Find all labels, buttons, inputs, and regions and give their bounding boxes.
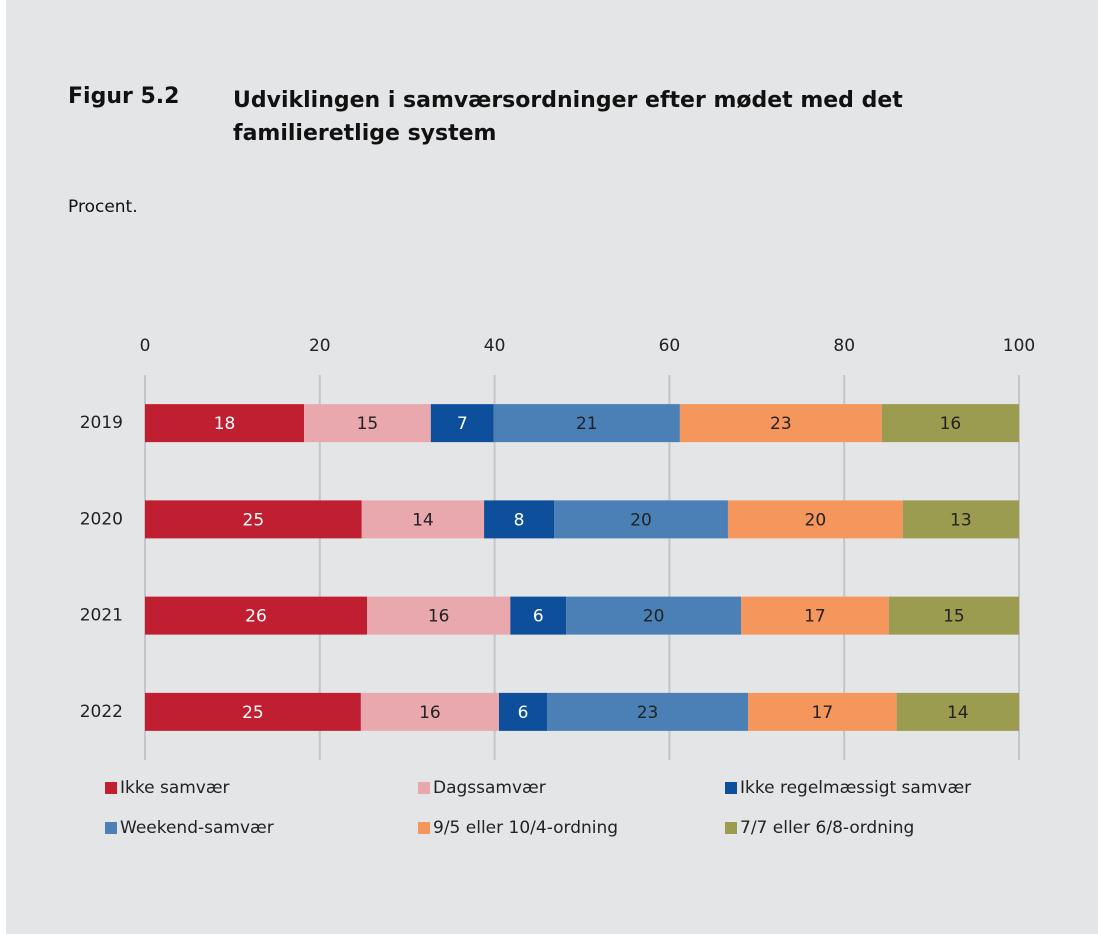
bar-segment bbox=[727, 500, 903, 539]
legend-swatch bbox=[418, 782, 430, 794]
legend-label: 7/7 eller 6/8-ordning bbox=[740, 818, 914, 838]
legend-swatch bbox=[725, 782, 737, 794]
legend-label: Dagssamvær bbox=[433, 778, 546, 798]
bar-segment bbox=[366, 596, 511, 635]
x-tick-label: 80 bbox=[833, 336, 855, 356]
data-label: 18 bbox=[214, 414, 236, 434]
data-label: 20 bbox=[643, 607, 665, 627]
data-label: 8 bbox=[514, 510, 525, 530]
bar-segment bbox=[510, 596, 567, 635]
data-label: 23 bbox=[770, 414, 792, 434]
bar-segment bbox=[145, 692, 361, 731]
legend-label: Ikke samvær bbox=[120, 778, 230, 798]
data-label: 15 bbox=[357, 414, 379, 434]
bar-segment bbox=[679, 404, 882, 443]
data-label: 20 bbox=[630, 510, 652, 530]
data-label: 17 bbox=[812, 703, 834, 723]
bar-segment bbox=[881, 404, 1019, 443]
data-label: 7 bbox=[457, 414, 468, 434]
data-label: 25 bbox=[243, 510, 265, 530]
bar-segment bbox=[498, 692, 548, 731]
bar-segment bbox=[741, 596, 889, 635]
bar-segment bbox=[547, 692, 749, 731]
y-tick-label: 2022 bbox=[80, 702, 123, 722]
data-label: 6 bbox=[518, 703, 529, 723]
bar-segment bbox=[748, 692, 897, 731]
data-label: 20 bbox=[805, 510, 827, 530]
figure-label: Figur 5.2 bbox=[68, 84, 180, 109]
data-label: 14 bbox=[412, 510, 434, 530]
y-tick-label: 2020 bbox=[80, 509, 123, 529]
bar-segment bbox=[566, 596, 742, 635]
data-label: 16 bbox=[428, 607, 450, 627]
data-label: 21 bbox=[576, 414, 598, 434]
bar-segment bbox=[493, 404, 680, 443]
bar-segment bbox=[360, 692, 499, 731]
chart-subtitle: Procent. bbox=[68, 197, 138, 217]
data-label: 6 bbox=[533, 607, 544, 627]
data-label: 14 bbox=[947, 703, 969, 723]
data-label: 26 bbox=[245, 607, 267, 627]
bar-segment bbox=[145, 404, 305, 443]
x-tick-label: 40 bbox=[484, 336, 506, 356]
y-tick-label: 2019 bbox=[80, 413, 123, 433]
bar-segment bbox=[896, 692, 1019, 731]
x-tick-label: 60 bbox=[659, 336, 681, 356]
data-label: 16 bbox=[940, 414, 962, 434]
x-tick-label: 20 bbox=[309, 336, 331, 356]
bar-segment bbox=[484, 500, 555, 539]
bar-segment bbox=[554, 500, 728, 539]
bar-segment bbox=[304, 404, 431, 443]
legend-swatch bbox=[725, 822, 737, 834]
bar-segment bbox=[902, 500, 1019, 539]
chart-panel bbox=[6, 0, 1098, 934]
data-label: 25 bbox=[242, 703, 264, 723]
data-label: 13 bbox=[950, 510, 972, 530]
data-label: 16 bbox=[419, 703, 441, 723]
y-tick-label: 2021 bbox=[80, 606, 123, 626]
x-tick-label: 100 bbox=[1003, 336, 1035, 356]
bar-segment bbox=[888, 596, 1019, 635]
data-label: 15 bbox=[943, 607, 965, 627]
legend-label: Weekend-samvær bbox=[120, 818, 274, 838]
x-tick-label: 0 bbox=[140, 336, 151, 356]
chart-title: Udviklingen i samværsordninger efter mød… bbox=[233, 88, 903, 146]
bar-segment bbox=[361, 500, 485, 539]
bar-segment bbox=[145, 500, 362, 539]
data-label: 17 bbox=[804, 607, 826, 627]
legend-label: Ikke regelmæssigt samvær bbox=[740, 778, 971, 798]
legend-swatch bbox=[418, 822, 430, 834]
bar-segment bbox=[430, 404, 494, 443]
legend-swatch bbox=[105, 782, 117, 794]
legend-swatch bbox=[105, 822, 117, 834]
legend-label: 9/5 eller 10/4-ordning bbox=[433, 818, 618, 838]
data-label: 23 bbox=[637, 703, 659, 723]
bar-segment bbox=[145, 596, 367, 635]
